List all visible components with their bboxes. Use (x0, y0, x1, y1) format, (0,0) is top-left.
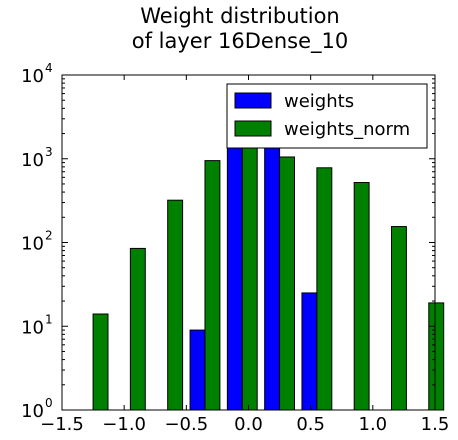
legend-label-weights: weights (284, 91, 354, 112)
bar-weights-norm-6 (316, 167, 333, 411)
bar-weights-5 (264, 131, 281, 411)
legend-swatch-weights-norm (234, 120, 272, 137)
y-tick-label: 10 (21, 317, 44, 338)
chart-title-line-1: Weight distribution (140, 4, 340, 28)
y-tick-exponent: 0 (45, 396, 53, 410)
x-axis: −1.5 −1.0 −0.5 0.0 0.5 1.0 1.5 (40, 75, 449, 435)
bar-weights-norm-8 (390, 226, 407, 411)
bar-weights-norm-5 (279, 156, 295, 411)
bar-weights-norm-3 (204, 160, 221, 411)
bars-layer (92, 124, 445, 411)
x-tick-label: 1.5 (421, 414, 450, 435)
x-tick-label: −1.5 (40, 414, 84, 435)
y-tick-exponent: 1 (45, 312, 53, 326)
bar-weights-6 (301, 292, 318, 411)
bar-weights-3 (189, 329, 206, 411)
y-tick-label: 10 (21, 66, 44, 87)
bar-weights-norm-0 (92, 313, 109, 411)
legend-swatch-weights (234, 92, 272, 109)
x-tick-label: −1.0 (102, 414, 146, 435)
x-tick-label: 1.0 (359, 414, 388, 435)
x-tick-label: −0.5 (164, 414, 208, 435)
x-tick-label: 0.0 (234, 414, 263, 435)
y-tick-exponent: 4 (45, 61, 53, 75)
legend: weights weights_norm (226, 83, 428, 149)
y-tick-label: 10 (21, 150, 44, 171)
y-tick-label: 10 (21, 401, 44, 422)
bar-weights-norm-1 (129, 247, 146, 411)
y-tick-label: 10 (21, 234, 44, 255)
bar-weights-norm-7 (353, 182, 370, 411)
x-tick-label: 0.5 (296, 414, 325, 435)
bar-weights-norm-4 (241, 134, 258, 411)
bar-weights-norm-2 (167, 199, 184, 411)
y-tick-exponent: 3 (45, 145, 53, 159)
legend-label-weights-norm: weights_norm (284, 119, 410, 140)
bar-weights-4 (226, 124, 243, 411)
bar-weights-norm-9 (428, 302, 445, 411)
y-tick-exponent: 2 (45, 229, 53, 243)
chart-title-line-2: of layer 16Dense_10 (131, 29, 349, 53)
